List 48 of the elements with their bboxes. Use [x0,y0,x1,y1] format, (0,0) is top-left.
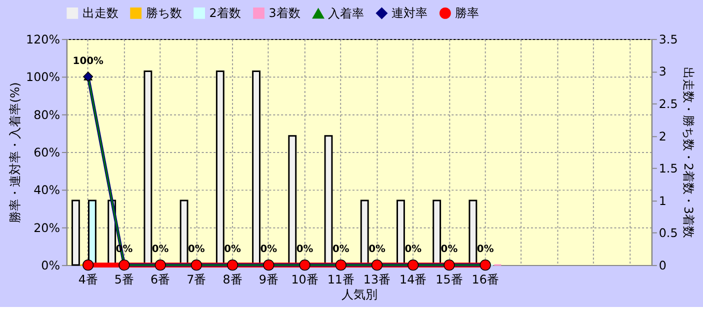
legend-label: 勝ち数 [146,6,182,20]
y2-tick-label: 2 [658,129,666,144]
data-label: 0% [440,244,458,256]
legend-label: 連対率 [392,6,428,20]
x-tick-label: 15番 [436,272,463,286]
y2-axis-title: 出走数・勝ち数・2着数・3着数 [682,66,696,238]
y-axis-title: 勝率・連対率・入着率(%) [8,82,22,223]
y-tick-label: 80% [34,108,60,122]
data-label: 0% [404,244,422,256]
y2-tick-label: 2.5 [658,97,678,112]
y2-tick-label: 1 [658,194,666,208]
x-tick-label: 6番 [150,272,170,286]
legend-label: 出走数 [82,6,118,20]
legend-label: 入着率 [328,6,364,20]
x-tick-label: 8番 [222,272,242,286]
x-tick-label: 7番 [186,272,206,286]
y-tick-label: 0% [41,258,60,273]
x-tick-label: 10番 [291,272,318,286]
data-label: 0% [260,244,278,256]
y-tick-label: 100% [26,70,60,84]
x-tick-label: 13番 [363,272,391,286]
x-tick-label: 11番 [327,272,354,286]
data-label: 0% [224,244,242,256]
legend-label: 3着数 [268,6,300,20]
x-tick-label: 16番 [472,272,499,286]
y-tick-label: 120% [26,32,60,46]
data-label: 0% [188,244,205,256]
legend-label: 2着数 [209,6,241,20]
y-tick-label: 40% [34,183,60,198]
data-label: 0% [296,244,314,256]
y2-tick-label: 3 [658,64,666,79]
y-tick-label: 60% [34,145,60,160]
y2-tick-label: 3.5 [658,32,678,46]
data-label: 100% [72,56,104,67]
y-tick-label: 20% [34,220,60,235]
y2-tick-label: 0 [658,258,666,273]
x-tick-label: 9番 [258,272,278,286]
x-tick-label: 5番 [114,272,134,286]
y2-tick-label: 0.5 [658,226,678,240]
x-axis-title: 人気別 [341,287,378,302]
data-label: 0% [368,244,386,256]
x-tick-label: 4番 [78,272,98,286]
data-label: 0% [476,244,494,256]
data-label: 0% [332,244,350,256]
data-label: 0% [152,244,169,256]
y2-tick-label: 1.5 [658,162,678,176]
legend-label: 勝率 [455,6,480,20]
x-tick-label: 14番 [400,272,427,286]
